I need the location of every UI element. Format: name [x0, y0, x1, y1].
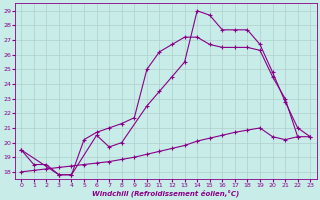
X-axis label: Windchill (Refroidissement éolien,°C): Windchill (Refroidissement éolien,°C)	[92, 189, 239, 197]
